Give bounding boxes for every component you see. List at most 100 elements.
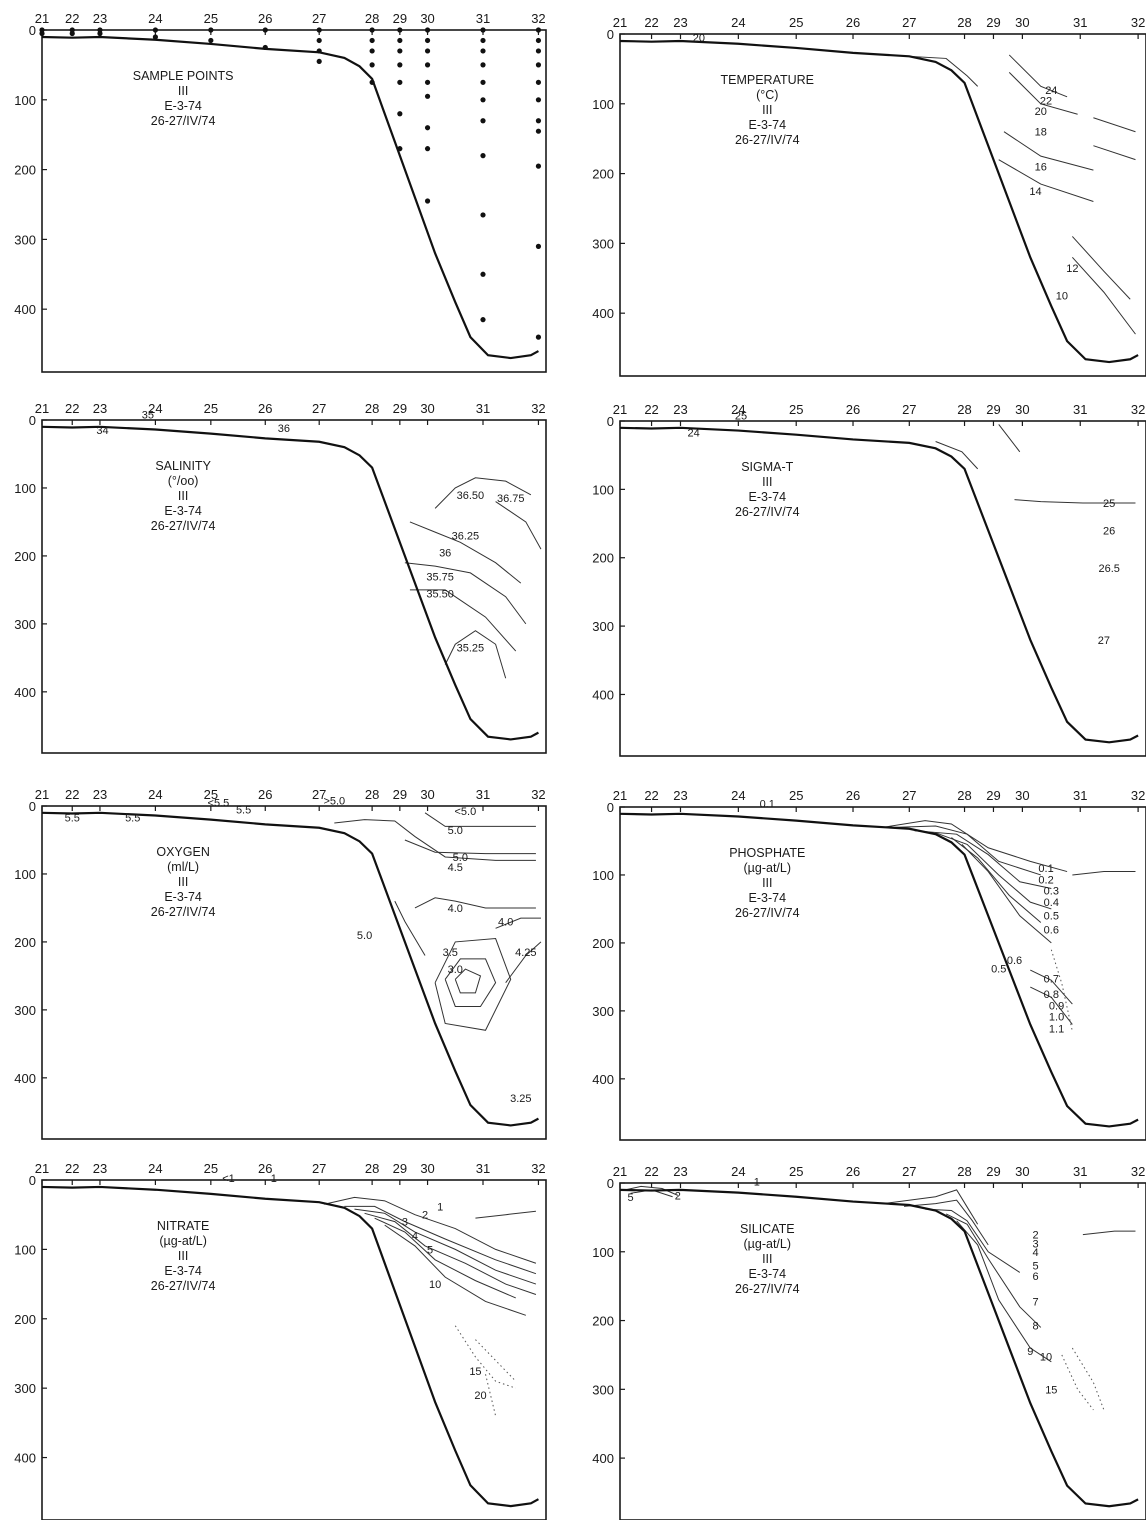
contour-label: 36.25 [452, 531, 480, 543]
panel-title-line: E-3-74 [164, 99, 202, 113]
contour-line [414, 897, 536, 909]
y-tick-label: 100 [14, 867, 36, 882]
x-tick-label: 24 [731, 1164, 745, 1179]
sample-point [424, 27, 431, 33]
x-tick-label: 25 [789, 788, 803, 803]
contour-line [1082, 1230, 1136, 1236]
x-tick-label: 30 [1015, 402, 1029, 417]
panel-title-line: 26-27/IV/74 [151, 1279, 216, 1293]
y-tick-label: 0 [29, 23, 36, 38]
contour-label: 8 [1032, 1320, 1038, 1332]
contour-label: 0.6 [1007, 955, 1022, 967]
y-tick-label: 200 [592, 936, 614, 951]
panel-salinity: 21 22 23 24 25 26 27 28 29 30 31 32 0 100 200 300 400 SAL… [14, 401, 547, 754]
contour-line [956, 1220, 1052, 1363]
sample-point [262, 44, 268, 51]
sample-point [369, 48, 375, 54]
sample-point [262, 27, 268, 33]
y-tick-label: 300 [592, 619, 614, 634]
y-tick-label: 400 [14, 685, 36, 700]
sample-point [316, 58, 322, 65]
contour-line [434, 937, 512, 1031]
x-tick-label: 27 [312, 1161, 326, 1176]
x-tick-label: 21 [613, 15, 627, 30]
sample-point [397, 146, 403, 152]
panel-frame [41, 805, 547, 1140]
sample-point [397, 79, 403, 85]
sample-point [480, 48, 486, 54]
sample-point [424, 198, 431, 204]
x-tick-label: 22 [65, 11, 79, 26]
panel-title-line: 26-27/IV/74 [151, 519, 216, 533]
panel-frame [619, 420, 1146, 757]
panel-frame [41, 29, 547, 373]
y-tick-label: 300 [592, 1004, 614, 1019]
panel-title-line: III [178, 875, 188, 889]
sample-point [535, 334, 542, 340]
x-tick-label: 23 [673, 788, 687, 803]
x-tick-label: 25 [204, 1161, 218, 1176]
panel-title-line: III [762, 876, 772, 890]
panel-frame [41, 1179, 547, 1520]
x-tick-label: 30 [1015, 15, 1029, 30]
y-tick-label: 400 [592, 687, 614, 702]
contour-line-dotted [1071, 1347, 1105, 1411]
contour-line [324, 1196, 537, 1264]
x-tick-label: 21 [35, 787, 49, 802]
x-tick-label: 25 [204, 11, 218, 26]
contour-label: 35.50 [426, 588, 454, 600]
x-tick-label: 31 [1073, 15, 1087, 30]
panel-title-line: 26-27/IV/74 [735, 906, 800, 920]
sample-point [480, 27, 486, 33]
contour-label: <1 [222, 1173, 235, 1185]
panel-title-line: (ml/L) [167, 860, 199, 874]
x-tick-label: 29 [393, 11, 407, 26]
x-tick-label: 28 [957, 1164, 971, 1179]
x-tick-label: 29 [986, 402, 1000, 417]
contour-label: 1 [754, 1177, 760, 1189]
panel-title-line: PHOSPHATE [729, 846, 805, 860]
x-tick-label: 32 [1131, 15, 1145, 30]
panel-title-line: 26-27/IV/74 [735, 505, 800, 519]
contour-label: 24 [1045, 85, 1057, 97]
panel-frame [41, 419, 547, 754]
contour-label: 5.5 [236, 804, 251, 816]
contour-label: 0.1 [760, 799, 775, 811]
contour-line [935, 832, 1052, 910]
x-tick-label: 24 [148, 11, 162, 26]
x-tick-label: 22 [65, 401, 79, 416]
contour-label: 25 [735, 411, 747, 423]
x-tick-label: 31 [1073, 1164, 1087, 1179]
y-tick-label: 100 [592, 97, 614, 112]
sample-point [535, 97, 542, 103]
sample-point [316, 37, 322, 44]
y-tick-label: 0 [607, 414, 614, 429]
sample-point [397, 62, 403, 68]
contour-label: 0.5 [1044, 911, 1059, 923]
sample-point [424, 125, 431, 131]
sample-point [208, 37, 214, 44]
x-tick-label: 27 [312, 11, 326, 26]
panel-oxygen: 21 22 23 24 25 26 27 28 29 30 31 32 0 100 200 300 400 OXY… [14, 787, 547, 1140]
panel-title-line: E-3-74 [164, 1264, 202, 1278]
contour-label: 36.50 [457, 490, 485, 502]
contour-line [903, 1199, 989, 1246]
contour-line [374, 1217, 516, 1299]
panel-title-line: III [762, 1252, 772, 1266]
panel-title-line: E-3-74 [164, 890, 202, 904]
sample-point [480, 271, 486, 277]
sample-point [397, 37, 403, 44]
panel-silicate: 21 22 23 24 25 26 27 28 29 30 31 320100200300400SIL… [592, 1164, 1146, 1520]
contour-line [998, 424, 1021, 453]
contour-label: 5.0 [448, 825, 463, 837]
x-tick-label: 32 [531, 787, 545, 802]
contour-line [882, 1189, 979, 1225]
contour-line [384, 1224, 527, 1316]
contour-label: 26.5 [1098, 563, 1119, 575]
panel-title-line: 26-27/IV/74 [735, 1282, 800, 1296]
contour-label: 4 [1032, 1247, 1038, 1259]
contour-label: 3.5 [443, 947, 458, 959]
contour-label: 0.7 [1044, 973, 1059, 985]
contour-line [961, 844, 1052, 944]
contour-label: 36 [439, 548, 451, 560]
